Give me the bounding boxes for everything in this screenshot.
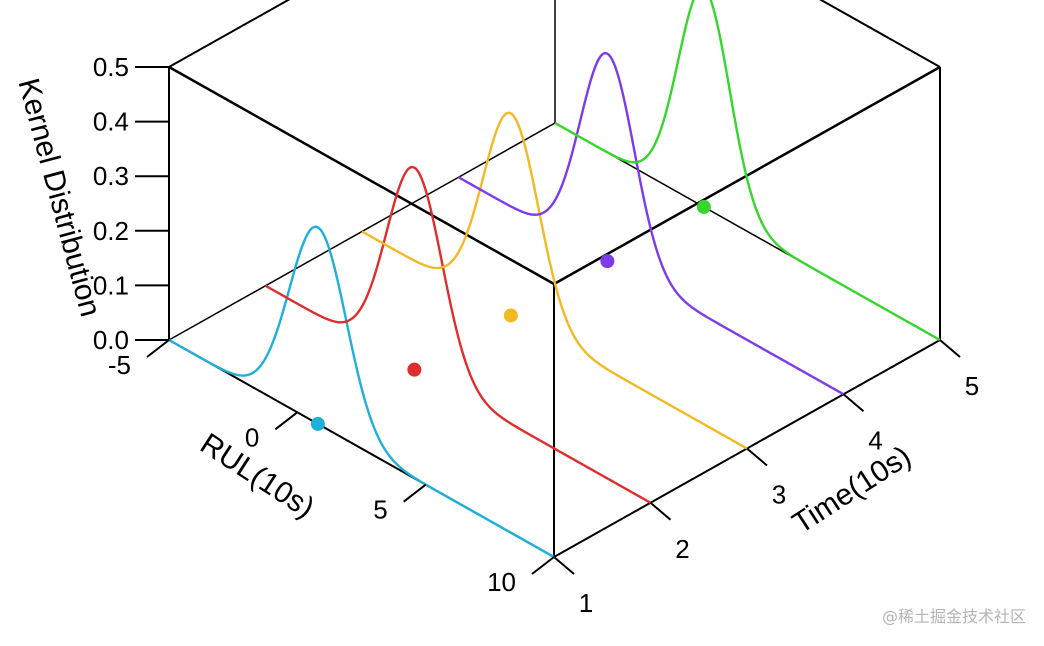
time-tick-label-1: 1	[579, 588, 593, 618]
rul-tick-label-5: 5	[373, 495, 387, 525]
kernel-curve-time-5	[554, 0, 941, 342]
mean-point-time-3	[503, 308, 518, 323]
series-points	[310, 199, 711, 431]
tick-labels: -5 0 5 10 1 2 3 4 5 0.0 0.1 0.2 0.3 0.4 0.5	[93, 52, 979, 618]
time-tick-label-2: 2	[675, 534, 689, 564]
time-axis-title: Time(10s)	[787, 440, 917, 541]
mean-point-time-1	[310, 416, 325, 431]
rul-tick-5	[403, 483, 427, 503]
mean-point-time-5	[696, 199, 711, 214]
time-tick-label-3: 3	[772, 480, 786, 510]
top-edge-back-left	[168, 0, 291, 68]
top-edge-back-right	[819, 0, 941, 68]
time-tick-5	[939, 339, 961, 358]
kernel-curve-time-1	[168, 225, 555, 559]
time-tick-label-5: 5	[965, 371, 979, 401]
kernel-tick-label-0.4: 0.4	[93, 107, 129, 137]
axis-ticks	[135, 66, 961, 575]
rul-tick-label-0: 0	[245, 422, 259, 452]
time-tick-2	[649, 501, 672, 521]
time-tick-label-4: 4	[868, 425, 882, 455]
rul-tick-0	[274, 411, 298, 431]
mean-point-time-4	[600, 254, 615, 269]
series-curves	[168, 0, 941, 559]
kernel-tick-label-0.3: 0.3	[93, 161, 129, 191]
time-tick-1	[553, 556, 575, 575]
kernel-tick-label-0.5: 0.5	[93, 52, 129, 82]
top-edge-front-left	[168, 65, 555, 286]
rul-tick-label--5: -5	[108, 350, 131, 380]
kernel-curve-time-3	[361, 111, 748, 450]
time-tick-4	[842, 393, 865, 413]
kernel-curve-time-2	[264, 165, 652, 504]
rul-tick-10	[531, 556, 555, 575]
time-tick-3	[746, 447, 768, 467]
kernel-tick-label-0.2: 0.2	[93, 216, 129, 246]
rul-tick-label-10: 10	[487, 567, 516, 597]
watermark-text: @稀土掘金技术社区	[882, 607, 1026, 626]
rul-tick--5	[146, 339, 170, 358]
kernel-curve-time-4	[457, 51, 845, 396]
mean-point-time-2	[407, 362, 422, 377]
kernel-tick-label-0.1: 0.1	[93, 270, 129, 300]
kernel-tick-label-0.0: 0.0	[93, 325, 129, 355]
